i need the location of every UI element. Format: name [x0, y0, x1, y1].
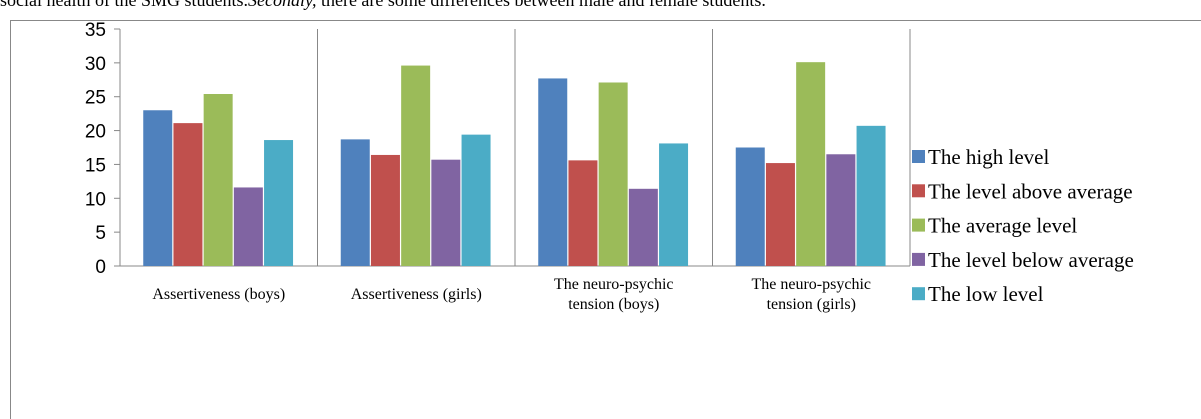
y-tick-label: 15: [85, 155, 106, 176]
bar: [143, 110, 173, 266]
x-tick-label: Assertiveness (girls): [351, 286, 482, 303]
y-tick-label: 25: [85, 88, 106, 109]
bar: [659, 143, 689, 266]
bar: [264, 140, 294, 266]
bar: [598, 82, 628, 266]
bar: [826, 154, 856, 266]
bar: [370, 154, 400, 266]
legend-swatch: [912, 218, 925, 232]
legend-label: The low level: [928, 282, 1044, 306]
y-tick-label: 10: [85, 189, 106, 210]
bar: [461, 134, 491, 266]
x-tick-label: Assertiveness (boys): [152, 286, 285, 303]
text: Secondly,: [248, 0, 316, 10]
legend-swatch: [912, 252, 925, 266]
legend-swatch: [912, 150, 925, 163]
y-tick-label: 30: [85, 54, 106, 75]
bar: [340, 139, 370, 266]
bar: [233, 187, 263, 266]
bar: [765, 163, 795, 266]
bar: [431, 159, 461, 266]
bar: [796, 62, 826, 267]
bar: [856, 125, 886, 267]
legend-label: The high level: [928, 145, 1049, 169]
legend-swatch: [912, 287, 925, 301]
legend-label: The average level: [928, 214, 1077, 238]
document-text: social health of the SMG students.Second…: [0, 0, 766, 10]
legend-swatch: [912, 184, 925, 198]
bar: [538, 78, 568, 266]
legend-label: The level below average: [928, 248, 1134, 272]
bar: [735, 147, 765, 266]
y-tick-label: 20: [85, 122, 106, 143]
bar: [401, 65, 431, 267]
x-tick-label: The neuro-psychic tension (girls): [751, 276, 871, 313]
y-tick-label: 5: [95, 223, 106, 244]
bar: [173, 123, 203, 266]
text: social health of the SMG students.: [0, 0, 248, 10]
y-tick-label: 35: [85, 20, 106, 41]
y-tick-label: 0: [95, 257, 106, 278]
text: there are some differences between male …: [316, 0, 765, 10]
bar: [568, 160, 598, 266]
legend-label: The level above average: [928, 179, 1133, 203]
chart-border: [10, 20, 1201, 419]
bar: [203, 94, 233, 267]
bar: [628, 188, 658, 266]
x-tick-label: The neuro-psychic tension (boys): [554, 276, 674, 313]
